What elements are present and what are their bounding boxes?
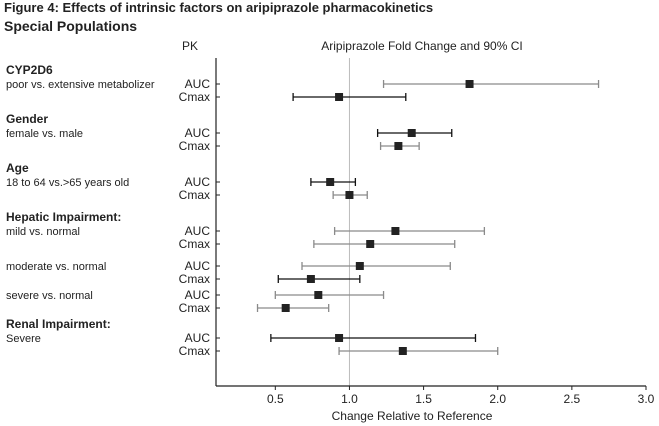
- group-heading: Age: [6, 161, 29, 175]
- point-estimate: [314, 291, 323, 299]
- pk-label: Cmax: [179, 90, 210, 104]
- group-comparison: poor vs. extensive metabolizer: [6, 79, 155, 91]
- point-estimate: [366, 240, 375, 248]
- pk-label: AUC: [185, 331, 211, 345]
- x-tick-label: 1.0: [341, 392, 358, 406]
- figure-title: Figure 4: Effects of intrinsic factors o…: [4, 0, 434, 15]
- pk-label: AUC: [185, 224, 211, 238]
- point-estimate: [398, 347, 407, 355]
- chart-title: Aripiprazole Fold Change and 90% CI: [321, 39, 522, 53]
- point-estimate: [306, 275, 315, 283]
- point-estimate: [335, 334, 344, 342]
- pk-label: AUC: [185, 175, 211, 189]
- x-tick-label: 3.0: [638, 392, 655, 406]
- point-estimate: [281, 304, 290, 312]
- group-heading: Renal Impairment:: [6, 317, 111, 331]
- pk-label: Cmax: [179, 272, 210, 286]
- x-axis-label: Change Relative to Reference: [332, 409, 493, 423]
- group-heading: Hepatic Impairment:: [6, 210, 121, 224]
- pk-label: AUC: [185, 77, 211, 91]
- point-estimate: [335, 93, 344, 101]
- group-heading: CYP2D6: [6, 63, 53, 77]
- group-heading: Gender: [6, 112, 48, 126]
- pk-label: Cmax: [179, 188, 210, 202]
- point-estimate: [355, 262, 364, 270]
- group-comparison: Severe: [6, 333, 41, 345]
- figure-subtitle: Special Populations: [4, 18, 138, 34]
- point-estimate: [326, 178, 335, 186]
- group-comparison: mild vs. normal: [6, 226, 80, 238]
- point-estimate: [391, 227, 400, 235]
- point-estimate: [465, 80, 474, 88]
- point-estimate: [407, 129, 416, 137]
- pk-label: Cmax: [179, 139, 210, 153]
- pk-label: AUC: [185, 259, 211, 273]
- pk-label: Cmax: [179, 344, 210, 358]
- x-tick-label: 2.0: [489, 392, 506, 406]
- group-comparison: moderate vs. normal: [6, 261, 106, 273]
- x-tick-label: 1.5: [415, 392, 432, 406]
- x-tick-label: 0.5: [267, 392, 284, 406]
- group-comparison: 18 to 64 vs.>65 years old: [6, 177, 129, 189]
- pk-label: AUC: [185, 126, 211, 140]
- point-estimate: [394, 142, 403, 150]
- pk-column-header: PK: [182, 39, 198, 53]
- group-comparison: female vs. male: [6, 128, 83, 140]
- pk-label: Cmax: [179, 237, 210, 251]
- point-estimate: [345, 191, 354, 199]
- pk-label: AUC: [185, 288, 211, 302]
- pk-label: Cmax: [179, 301, 210, 315]
- group-comparison: severe vs. normal: [6, 290, 93, 302]
- x-tick-label: 2.5: [564, 392, 581, 406]
